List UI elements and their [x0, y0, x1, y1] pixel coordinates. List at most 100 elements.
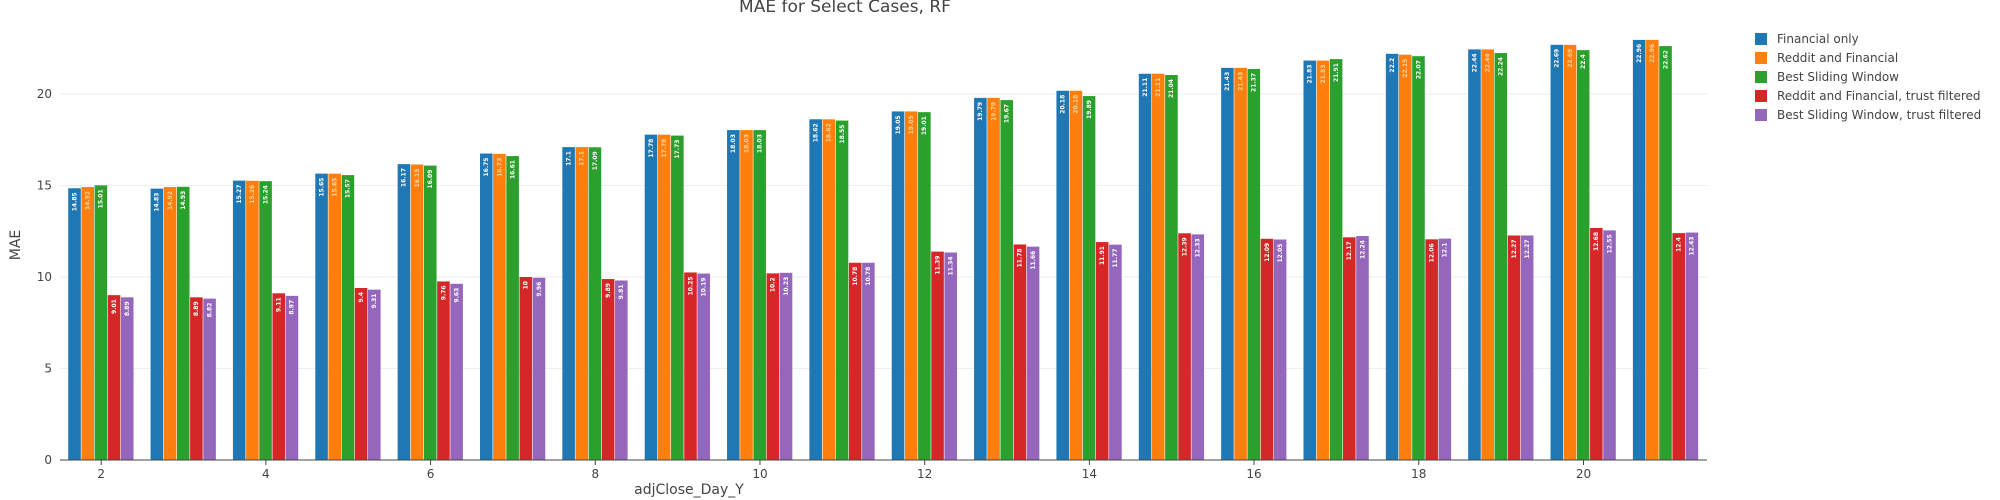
- bar: [1109, 244, 1122, 460]
- bar: [1399, 54, 1412, 461]
- bar-value-label: 19.89: [1086, 100, 1093, 119]
- bar: [766, 273, 780, 460]
- x-tick-label: 16: [1246, 467, 1261, 481]
- bar-value-label: 15.65: [332, 178, 339, 197]
- bar-value-label: 12.68: [1593, 232, 1600, 251]
- x-tick-label: 12: [917, 467, 932, 481]
- bar-value-label: 17.73: [674, 140, 681, 159]
- bar-value-label: 12.43: [1689, 237, 1696, 256]
- bar-value-label: 18.62: [826, 123, 833, 142]
- bar-value-label: 21.11: [1155, 78, 1162, 97]
- bar: [354, 288, 368, 460]
- bar: [519, 277, 533, 460]
- bar-value-label: 22.44: [1471, 53, 1478, 72]
- bar-value-label: 15.26: [249, 185, 256, 204]
- bar-value-label: 11.39: [934, 256, 941, 275]
- bar: [1425, 239, 1438, 460]
- x-tick-label: 6: [427, 467, 435, 481]
- bar-value-label: 14.92: [85, 191, 92, 210]
- bar-value-label: 22.07: [1415, 60, 1422, 79]
- bar-value-label: 14.92: [167, 191, 174, 210]
- x-tick-label: 4: [262, 467, 270, 481]
- bar-value-label: 15.27: [236, 185, 243, 204]
- bar-value-label: 8.89: [193, 301, 200, 316]
- bar: [315, 173, 328, 460]
- bar-value-label: 9.4: [358, 292, 365, 303]
- bar: [727, 130, 740, 460]
- bar: [410, 164, 424, 460]
- bar: [506, 156, 519, 461]
- bar: [575, 147, 589, 460]
- bar: [1329, 59, 1343, 460]
- bar: [176, 186, 190, 461]
- bar-value-label: 19.79: [990, 102, 997, 121]
- bar: [81, 186, 94, 461]
- bar-value-label: 22.44: [1484, 53, 1491, 72]
- x-tick-label: 2: [97, 467, 105, 481]
- bar-value-label: 9.11: [276, 297, 283, 312]
- bar-value-label: 12.09: [1264, 243, 1271, 262]
- bar-value-label: 17.78: [648, 139, 655, 158]
- bar-value-label: 9.76: [440, 285, 447, 300]
- x-tick-label: 20: [1576, 467, 1591, 481]
- legend-swatch: [1755, 71, 1767, 83]
- bar-value-label: 22.62: [1662, 50, 1669, 69]
- bar: [1151, 73, 1165, 460]
- bar-value-label: 19.01: [921, 116, 928, 135]
- bar-value-label: 8.89: [124, 301, 131, 316]
- bar: [68, 188, 81, 460]
- bar: [1026, 246, 1040, 460]
- bar-value-label: 9.81: [618, 285, 625, 300]
- bar: [1273, 239, 1287, 460]
- bar: [848, 262, 862, 460]
- bar-value-label: 11.77: [1112, 249, 1119, 268]
- bar-value-label: 9.31: [371, 294, 378, 309]
- bar-value-label: 12.55: [1606, 234, 1613, 253]
- bar: [272, 293, 286, 460]
- y-tick-label: 20: [37, 87, 52, 101]
- bar: [918, 112, 931, 461]
- bar: [987, 97, 1000, 461]
- gridlines: [60, 93, 1707, 370]
- bar-value-label: 10.25: [687, 276, 694, 295]
- bar: [862, 262, 875, 460]
- bar-value-label: 12.27: [1511, 239, 1518, 258]
- x-tick-label: 10: [752, 467, 767, 481]
- y-axis-ticks: 0 5 10 15 20: [37, 87, 52, 467]
- bar-value-label: 12.17: [1346, 241, 1353, 260]
- bar-value-label: 22.2: [1389, 58, 1396, 73]
- bar-value-label: 18.62: [812, 123, 819, 142]
- y-tick-label: 15: [37, 179, 52, 193]
- bar: [657, 134, 671, 461]
- bar-value-label: 17.78: [661, 139, 668, 158]
- y-axis-title: MAE: [8, 230, 24, 261]
- bar: [588, 147, 602, 460]
- bar-value-label: 19.79: [977, 102, 984, 121]
- bar-value-label: 21.83: [1307, 65, 1314, 84]
- bar-value-label: 10.23: [783, 277, 790, 296]
- bar-value-label: 21.04: [1168, 79, 1175, 98]
- bar: [285, 295, 299, 460]
- bar: [107, 295, 121, 460]
- bar-value-label: 15.65: [318, 178, 325, 197]
- bar: [753, 130, 766, 460]
- legend-label: Best Sliding Window: [1777, 70, 1899, 84]
- x-axis-ticks: 2 4 6 8 10 12 14 16 18 20: [97, 460, 1591, 481]
- bar-value-label: 18.55: [839, 125, 846, 144]
- bar-value-label: 12.27: [1524, 239, 1531, 258]
- bar: [931, 251, 944, 460]
- bar: [740, 130, 753, 460]
- bar: [1234, 67, 1247, 461]
- bar: [94, 185, 108, 460]
- bar-value-label: 19.05: [908, 115, 915, 134]
- bar-value-label: 10.19: [700, 278, 707, 297]
- bar-value-label: 22.4: [1580, 54, 1587, 69]
- bar: [697, 273, 710, 460]
- bar: [232, 180, 246, 460]
- x-tick-label: 8: [591, 467, 599, 481]
- bar-value-label: 17.1: [579, 151, 586, 166]
- bar: [1494, 53, 1508, 460]
- bar-value-label: 17.09: [592, 151, 599, 170]
- bar-value-label: 8.82: [206, 303, 213, 318]
